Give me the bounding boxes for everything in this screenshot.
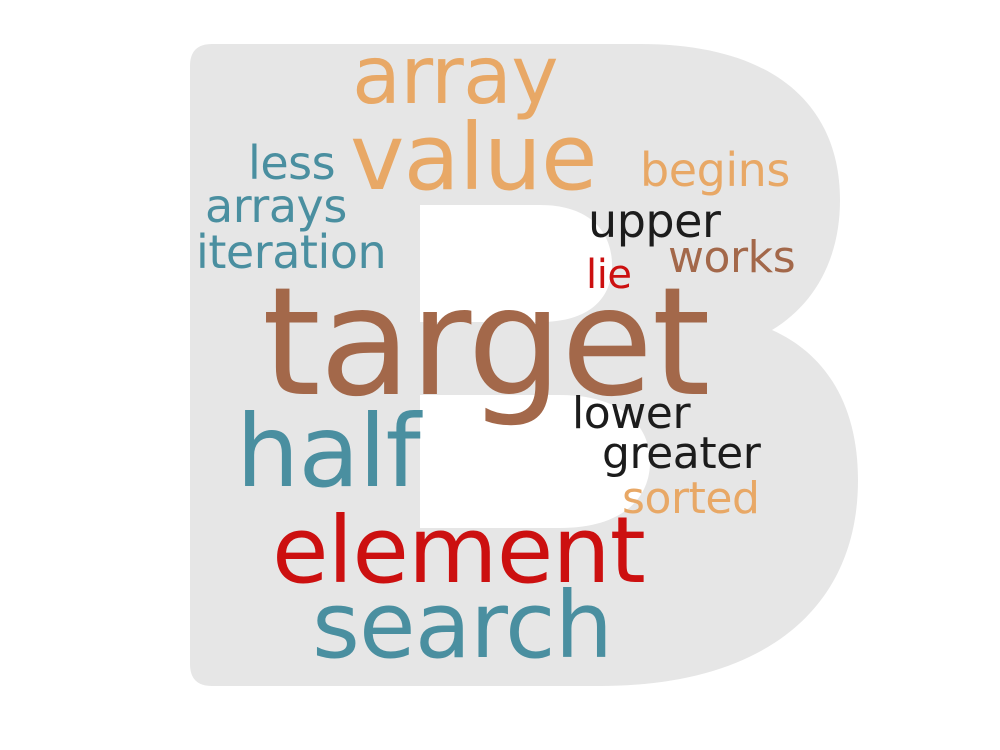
word-lie: lie: [586, 252, 632, 298]
word-begins: begins: [640, 143, 790, 197]
word-search: search: [312, 572, 613, 679]
word-target: target: [262, 256, 711, 430]
word-element: element: [272, 497, 646, 604]
word-greater: greater: [602, 428, 761, 479]
word-lower: lower: [572, 388, 691, 439]
word-value: value: [350, 104, 598, 211]
word-arrays: arrays: [205, 179, 347, 233]
word-array: array: [352, 29, 559, 122]
word-iteration: iteration: [196, 225, 387, 279]
letter-b-outline: [190, 44, 858, 686]
word-half: half: [236, 393, 421, 510]
word-sorted: sorted: [622, 473, 760, 524]
word-less: less: [248, 136, 336, 190]
word-upper: upper: [588, 194, 721, 248]
word-works: works: [668, 232, 796, 283]
